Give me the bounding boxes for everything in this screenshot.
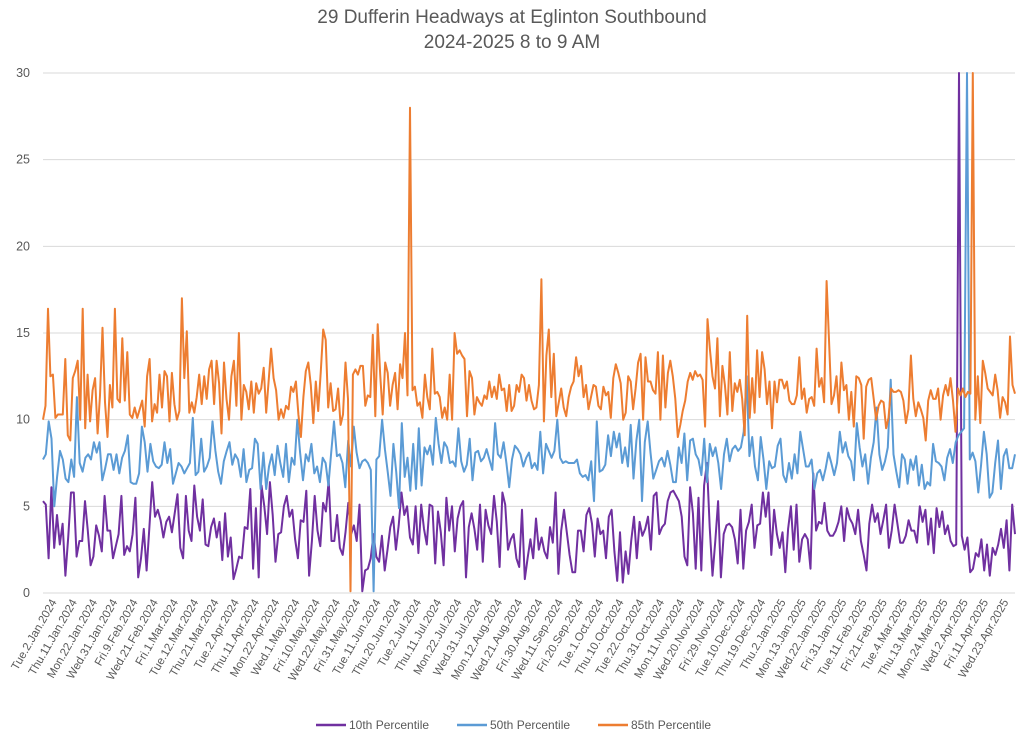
y-tick-label: 15 [16,326,30,340]
x-axis-ticks: Tue.2.Jan.2024Thu.11.Jan.2024Mon.22.Jan.… [10,597,1012,683]
legend: 10th Percentile 50th Percentile 85th Perce… [316,718,711,732]
chart-title: 29 Dufferin Headways at Eglinton Southbo… [317,7,706,28]
y-tick-label: 0 [23,586,30,600]
y-tick-label: 20 [16,239,30,253]
series-lines [42,72,1016,593]
series-line-10th-percentile [42,72,1016,593]
y-tick-label: 25 [16,153,30,167]
y-tick-label: 30 [16,66,30,80]
y-tick-label: 5 [23,499,30,513]
y-tick-label: 10 [16,413,30,427]
series-line-85th-percentile [42,72,1016,593]
chart-subtitle: 2024-2025 8 to 9 AM [424,32,600,53]
legend-label: 10th Percentile [349,718,429,732]
gridlines [43,72,1015,594]
series-line-50th-percentile [42,72,1016,593]
legend-label: 85th Percentile [631,718,711,732]
legend-label: 50th Percentile [490,718,570,732]
y-axis-ticks: 0 5 10 15 20 25 30 [16,66,30,600]
